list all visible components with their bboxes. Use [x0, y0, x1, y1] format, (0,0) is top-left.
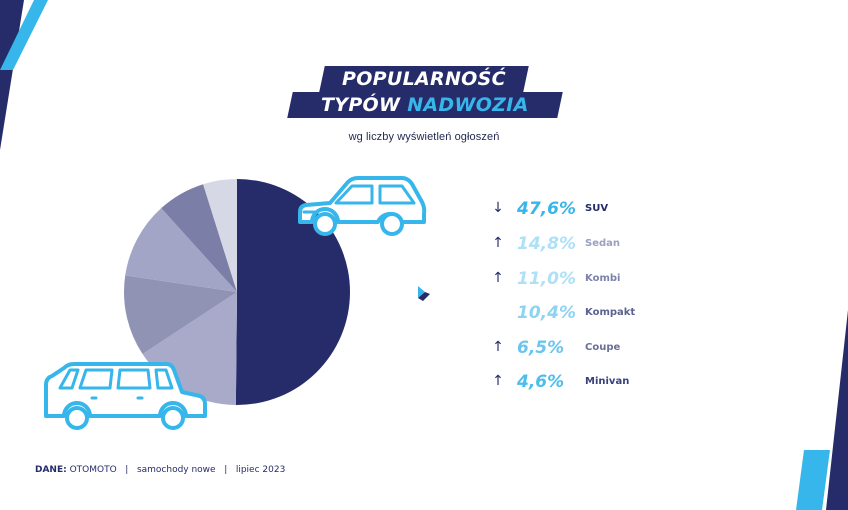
- top-left-stripes: [0, 0, 48, 150]
- estate-car-icon: [44, 362, 207, 430]
- legend-row: 10,4% Kompakt: [490, 301, 790, 325]
- pie-slices: [123, 179, 351, 405]
- legend-row: ↑ 14,8% Sedan: [490, 232, 790, 256]
- pie-slice-kombi: [123, 275, 237, 355]
- category-label: Coupe: [585, 342, 621, 353]
- pie-slice-coupe: [161, 184, 237, 292]
- category-label: Sedan: [585, 238, 621, 249]
- category-label: SUV: [585, 203, 609, 214]
- arrow-up-icon: ↑: [492, 373, 504, 389]
- pointer-chevron-icon: [418, 286, 430, 301]
- pie-slice-suv: [235, 179, 351, 405]
- category-label: Minivan: [585, 376, 630, 387]
- separator: |: [224, 465, 228, 475]
- arrow-down-icon: ↓: [492, 200, 504, 216]
- pie-slice-kompakt: [125, 208, 237, 292]
- value-label: 6,5%: [517, 338, 565, 358]
- arrow-up-icon: ↑: [492, 235, 504, 251]
- value-label: 14,8%: [517, 234, 576, 254]
- value-label: 47,6%: [517, 199, 576, 219]
- separator: |: [125, 465, 129, 475]
- value-label: 11,0%: [517, 269, 576, 289]
- no-trend-icon: [490, 303, 506, 321]
- pie-slice-minivan: [203, 179, 237, 292]
- value-label: 10,4%: [517, 303, 576, 323]
- source-name: OTOMOTO: [69, 465, 117, 475]
- source-label: DANE:: [35, 465, 67, 475]
- date-label: lipiec 2023: [235, 465, 286, 475]
- category-label: Kompakt: [585, 307, 636, 318]
- bottom-right-stripes: [796, 310, 848, 510]
- legend-row: ↓ 47,6% SUV: [490, 197, 790, 221]
- subtitle: wg liczby wyświetleń ogłoszeń: [348, 131, 500, 143]
- source-footer: DANE: OTOMOTO | samochody nowe | lipiec …: [35, 465, 285, 475]
- category-label: Kombi: [585, 273, 621, 284]
- arrow-up-icon: ↑: [492, 270, 504, 286]
- value-label: 4,6%: [517, 372, 565, 392]
- hatchback-car-icon: [298, 176, 427, 236]
- arrow-up-icon: ↑: [492, 339, 504, 355]
- legend-row: ↑ 6,5% Coupe: [490, 336, 790, 360]
- legend-row: ↑ 4,6% Minivan: [490, 370, 790, 394]
- segment-label: samochody nowe: [136, 465, 216, 475]
- legend-row: ↑ 11,0% Kombi: [490, 267, 790, 291]
- title-block: POPULARNOŚĆ TYPÓW NADWOZIA wg liczby wyś…: [0, 0, 848, 160]
